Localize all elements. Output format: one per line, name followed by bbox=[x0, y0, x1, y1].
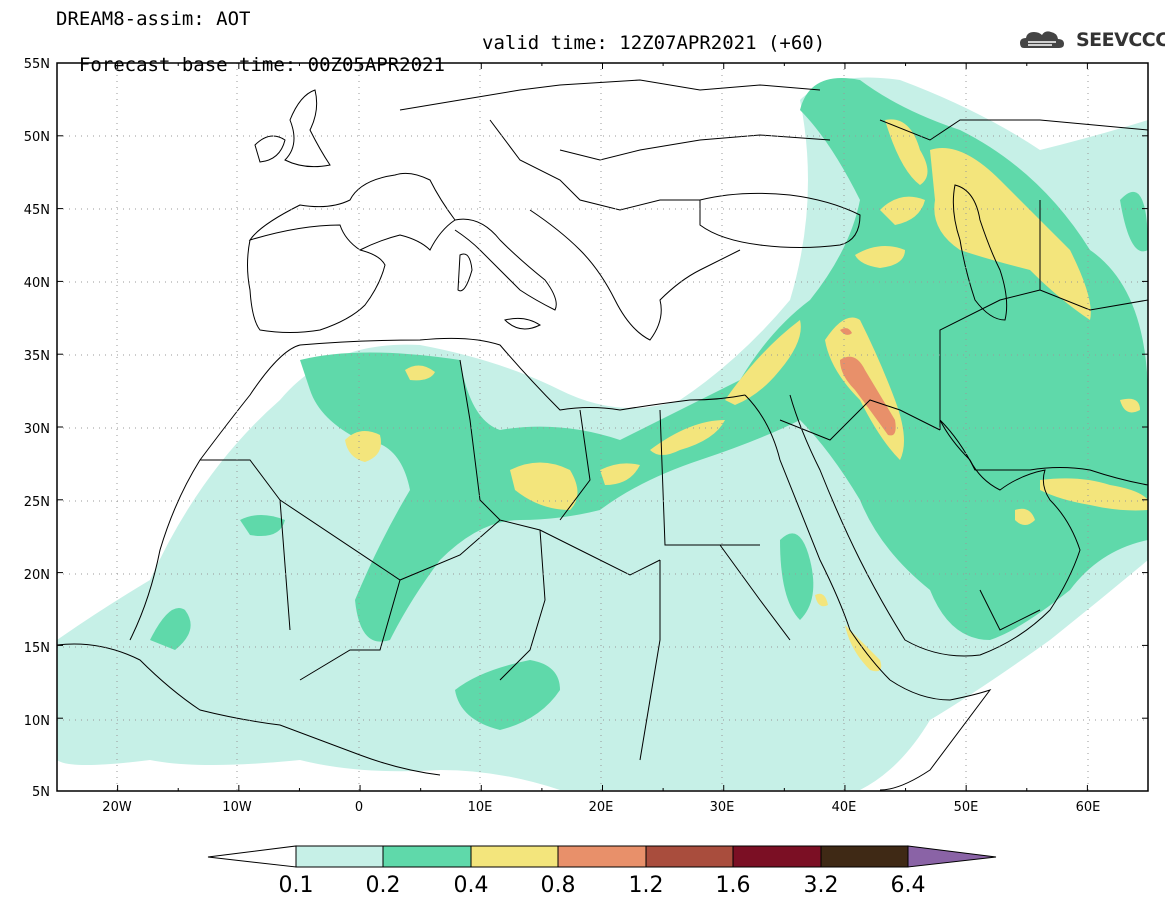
lon-tick-label: 50E bbox=[954, 800, 979, 815]
aot-field bbox=[57, 77, 1148, 790]
lat-tick-label: 45N bbox=[24, 203, 50, 218]
lon-tick-label: 20E bbox=[589, 800, 614, 815]
colorbar-segment bbox=[470, 845, 559, 868]
lon-tick-label: 10E bbox=[468, 800, 493, 815]
colorbar-label: 0.8 bbox=[541, 873, 576, 898]
colorbar-segment bbox=[382, 845, 472, 868]
lat-tick-label: 50N bbox=[24, 130, 50, 145]
base-time-label: Forecast base time: 00Z05APR2021 bbox=[78, 54, 445, 76]
logo-text: SEEVCCC bbox=[1076, 29, 1165, 51]
colorbar-label: 0.1 bbox=[279, 873, 314, 898]
lon-tick-label: 40E bbox=[832, 800, 857, 815]
axis-ticks bbox=[56, 62, 1149, 792]
colorbar-label: 3.2 bbox=[804, 873, 839, 898]
colorbar-label: 0.4 bbox=[454, 873, 489, 898]
lat-tick-label: 15N bbox=[24, 641, 50, 656]
lon-tick-label: 30E bbox=[710, 800, 735, 815]
lat-tick-label: 30N bbox=[24, 422, 50, 437]
lon-tick-label: 0 bbox=[355, 800, 363, 815]
colorbar-arrow-low bbox=[207, 845, 297, 868]
colorbar-segment bbox=[645, 845, 734, 868]
colorbar-label: 6.4 bbox=[891, 873, 926, 898]
cloud-logo-icon bbox=[1020, 31, 1064, 48]
colorbar-label: 0.2 bbox=[366, 873, 401, 898]
colorbar-segment bbox=[557, 845, 647, 868]
colorbar-label: 1.6 bbox=[716, 873, 751, 898]
aot-band-0-8 bbox=[840, 328, 896, 436]
lon-tick-label: 60E bbox=[1076, 800, 1101, 815]
lat-tick-label: 20N bbox=[24, 568, 50, 583]
lon-axis: 20W 10W 0 10E 20E 30E 40E 50E 60E bbox=[102, 800, 1100, 815]
lat-tick-label: 40N bbox=[24, 276, 50, 291]
lat-tick-label: 5N bbox=[32, 785, 50, 800]
lon-tick-label: 10W bbox=[222, 800, 252, 815]
colorbar: 0.1 0.2 0.4 0.8 1.2 1.6 3.2 6.4 bbox=[207, 845, 997, 898]
colorbar-segment bbox=[732, 845, 822, 868]
lon-tick-label: 20W bbox=[102, 800, 132, 815]
lat-tick-label: 10N bbox=[24, 714, 50, 729]
lat-tick-label: 55N bbox=[24, 57, 50, 72]
valid-time-label: valid time: 12Z07APR2021 (+60) bbox=[482, 32, 826, 54]
lat-axis: 55N 50N 45N 40N 35N 30N 25N 20N 15N 10N … bbox=[24, 57, 50, 800]
lat-tick-label: 35N bbox=[24, 349, 50, 364]
grid-lines bbox=[57, 63, 1148, 791]
colorbar-segment bbox=[820, 845, 909, 868]
coastlines bbox=[57, 79, 1148, 791]
map-title: DREAM8-assim: AOT bbox=[56, 8, 251, 30]
colorbar-label: 1.2 bbox=[629, 873, 664, 898]
lat-tick-label: 25N bbox=[24, 495, 50, 510]
colorbar-arrow-high bbox=[907, 845, 997, 868]
colorbar-segment bbox=[295, 845, 384, 868]
map-subtitle: Forecast base time: 00Z05APR2021 bbox=[56, 32, 445, 76]
